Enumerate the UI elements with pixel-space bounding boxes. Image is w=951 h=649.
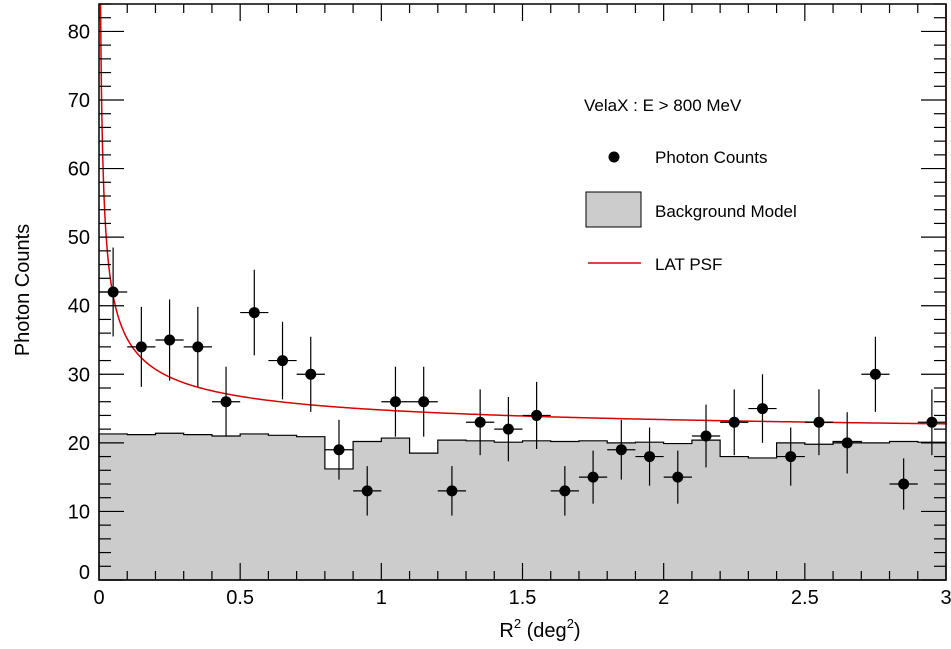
legend-swatch-background-model: [585, 191, 642, 228]
data-point-marker: [164, 334, 176, 346]
y-tick-label: 40: [68, 296, 90, 318]
background-histogram: [98, 432, 947, 581]
data-point-marker: [107, 286, 119, 298]
data-point: [522, 381, 551, 450]
y-tick-label: 50: [68, 227, 90, 249]
lat-psf-curve: [99, 3, 947, 425]
x-tick-label: 2.5: [791, 587, 819, 609]
data-point-marker: [841, 437, 853, 449]
data-point: [550, 466, 579, 516]
data-point-marker: [277, 355, 289, 367]
data-point: [663, 450, 692, 504]
data-point-marker: [869, 368, 881, 380]
data-point-marker: [587, 471, 599, 483]
data-point-marker: [615, 444, 627, 456]
data-point-marker: [135, 341, 147, 353]
y-tick-label: 0: [79, 562, 90, 584]
data-point-marker: [926, 416, 938, 428]
data-point: [127, 306, 156, 387]
data-point-marker: [700, 430, 712, 442]
data-point: [691, 404, 721, 468]
x-axis-title-sup1: 2: [514, 616, 521, 631]
data-point: [804, 389, 834, 456]
psf-curve-layer: [99, 3, 947, 425]
data-point-marker: [389, 396, 401, 408]
data-point-marker: [474, 416, 486, 428]
data-point: [635, 427, 664, 486]
x-axis-title: R2 (deg2): [499, 616, 580, 642]
legend-label-lat-psf: LAT PSF: [655, 255, 722, 274]
x-axis-title-end: ): [574, 620, 581, 642]
data-point: [748, 374, 777, 443]
data-point-marker: [418, 396, 430, 408]
x-tick-label: 2: [658, 587, 669, 609]
data-point-marker: [502, 423, 514, 435]
data-point-marker: [248, 307, 260, 319]
data-point-marker: [728, 416, 740, 428]
x-tick-label: 0.5: [226, 587, 254, 609]
y-tick-label: 80: [68, 21, 90, 43]
data-points-layer: [99, 247, 946, 516]
data-point-marker: [192, 341, 204, 353]
data-point: [776, 427, 805, 486]
data-point: [381, 366, 410, 437]
x-tick-label: 0: [93, 587, 104, 609]
x-tick-label: 1: [376, 587, 387, 609]
data-point: [211, 366, 241, 437]
data-point-marker: [813, 416, 825, 428]
data-point-marker: [305, 368, 317, 380]
x-tick-label: 3: [940, 587, 951, 609]
background-model-area: [98, 432, 947, 581]
data-point: [607, 419, 636, 480]
data-point-marker: [559, 485, 571, 497]
legend: VelaX : E > 800 MeV Photon Counts Backgr…: [584, 96, 797, 274]
axis-ticks: [98, 3, 947, 581]
x-tick-label: 1.5: [509, 587, 537, 609]
data-point: [240, 269, 269, 356]
data-point-marker: [446, 485, 458, 497]
data-point-marker: [333, 444, 345, 456]
y-axis-title: Photon Counts: [12, 224, 34, 356]
data-point-marker: [644, 451, 656, 463]
legend-header: VelaX : E > 800 MeV: [584, 96, 742, 115]
data-point-marker: [361, 485, 373, 497]
data-point-marker: [672, 471, 684, 483]
data-point: [437, 466, 467, 516]
x-axis-title-mid: (deg: [521, 620, 567, 642]
y-tick-label: 20: [68, 433, 90, 455]
data-point: [889, 458, 918, 510]
data-point-marker: [756, 403, 768, 415]
data-point: [466, 389, 495, 456]
data-point: [296, 336, 325, 412]
x-axis-title-sup2: 2: [567, 616, 574, 631]
data-point-marker: [785, 451, 797, 463]
data-point: [833, 412, 862, 474]
legend-marker-photon-counts: [608, 151, 620, 163]
data-point: [268, 321, 297, 400]
data-point: [861, 336, 890, 412]
data-point: [183, 306, 212, 387]
data-point: [99, 247, 128, 337]
y-tick-label: 30: [68, 364, 90, 386]
data-point-marker: [898, 478, 910, 490]
legend-label-photon-counts: Photon Counts: [655, 148, 767, 167]
data-point-marker: [220, 396, 232, 408]
legend-label-background-model: Background Model: [655, 202, 797, 221]
y-tick-label: 10: [68, 501, 90, 523]
data-point: [155, 299, 184, 381]
data-point: [324, 419, 354, 480]
y-tick-label: 70: [68, 90, 90, 112]
data-point: [494, 396, 523, 462]
data-point-marker: [531, 409, 543, 421]
data-point: [720, 389, 749, 456]
data-point: [409, 366, 438, 437]
y-tick-label: 60: [68, 159, 90, 181]
data-point: [353, 466, 382, 516]
data-point: [578, 450, 608, 504]
data-point: [917, 389, 946, 456]
x-axis-title-main: R: [499, 620, 513, 642]
